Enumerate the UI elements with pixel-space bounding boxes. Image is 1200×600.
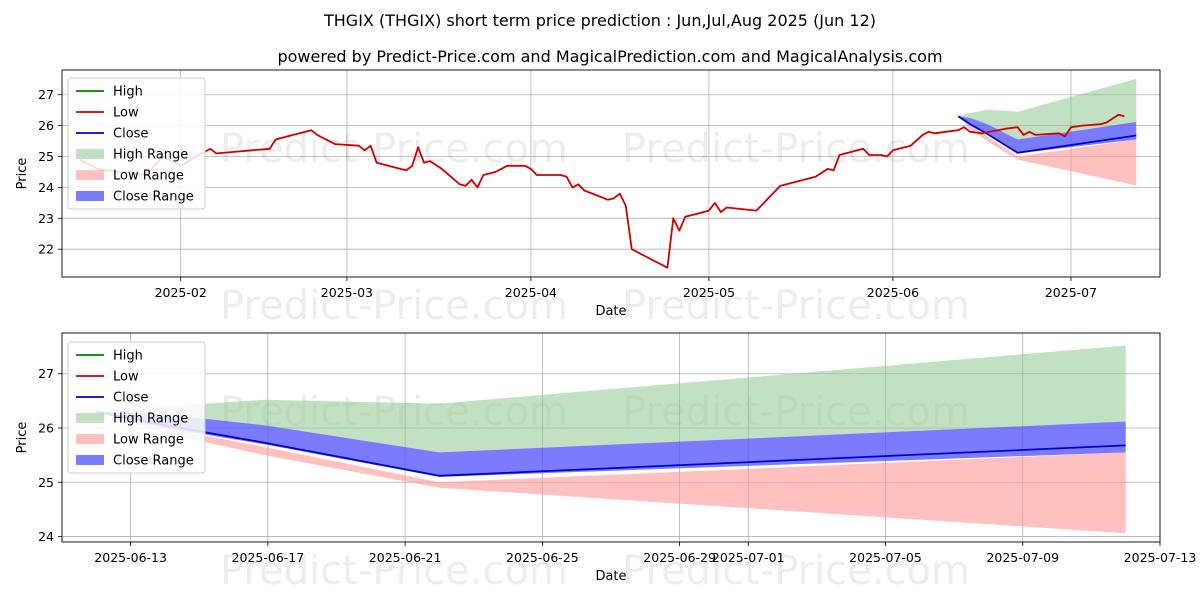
y-tick-label: 27 [38, 87, 54, 102]
x-tick-label: 2025-04 [505, 285, 557, 300]
x-tick-label: 2025-05 [683, 285, 735, 300]
legend-label: Low [113, 370, 139, 385]
x-axis-label: Date [595, 304, 626, 319]
legend-swatch-patch [76, 434, 104, 444]
close-line [957, 115, 1137, 154]
y-tick-label: 23 [38, 211, 54, 226]
y-tick-label: 27 [38, 366, 54, 381]
x-tick-label: 2025-06 [867, 285, 919, 300]
chart-subtitle: powered by Predict-Price.com and Magical… [277, 47, 942, 66]
legend-swatch-patch [76, 170, 104, 180]
y-axis-label: Price [15, 158, 30, 190]
y-tick-label: 26 [38, 118, 54, 133]
axes-frame [61, 69, 1161, 278]
legend-label: High [113, 349, 143, 364]
y-tick-label: 25 [38, 475, 54, 490]
x-tick-label: 2025-07-13 [1124, 550, 1197, 565]
low-range-band [96, 411, 1126, 534]
legend-label: Low Range [113, 169, 184, 184]
legend-label: Close [113, 391, 148, 406]
watermark-text: Predict-Price.com [622, 548, 970, 594]
x-tick-label: 2025-07 [1045, 285, 1097, 300]
plot-area [79, 78, 1137, 269]
legend-swatch-patch [76, 191, 104, 201]
forecast-panel: 2025-06-13 2025-06-17 2025-06-21 2025-06-25… [15, 332, 1197, 594]
history-panel: 2025-02 2025-03 2025-04 2025-05 2025-06 2025-… [15, 69, 1161, 329]
x-tick-label: 2025-07-09 [986, 550, 1059, 565]
legend-label: Close Range [113, 454, 194, 469]
legend-swatch-patch [76, 455, 104, 465]
legend-label: High Range [113, 148, 188, 163]
x-tick-label: 2025-06-29 [643, 550, 716, 565]
x-tick-label: 2025-07-01 [712, 550, 785, 565]
y-tick-label: 24 [38, 529, 54, 544]
legend-swatch-patch [76, 149, 104, 159]
x-tick-label: 2025-06-21 [369, 550, 442, 565]
legend-label: Close [113, 127, 148, 142]
close-range-band [96, 411, 1126, 477]
watermark-text: Predict-Price.com [220, 548, 568, 594]
watermark-text: Predict-Price.com [622, 126, 970, 172]
watermark-text: Predict-Price.com [220, 126, 568, 172]
x-tick-label: 2025-06-17 [232, 550, 305, 565]
axes-frame [61, 332, 1161, 543]
legend-label: Close Range [113, 190, 194, 205]
x-tick-label: 2025-03 [321, 285, 373, 300]
y-tick-label: 22 [38, 242, 54, 257]
x-tick-label: 2025-02 [155, 285, 207, 300]
legend-label: Low Range [113, 433, 184, 448]
legend-label: High Range [113, 412, 188, 427]
plot-area [96, 345, 1126, 534]
chart-title: THGIX (THGIX) short term price predictio… [323, 11, 876, 30]
watermark-text: Predict-Price.com [220, 283, 568, 329]
y-tick-label: 26 [38, 421, 54, 436]
x-tick-label: 2025-07-05 [849, 550, 922, 565]
y-axis-label: Price [15, 422, 30, 454]
x-tick-label: 2025-06-13 [94, 550, 167, 565]
y-tick-label: 24 [38, 180, 54, 195]
legend-swatch-patch [76, 413, 104, 423]
x-axis-label: Date [595, 569, 626, 584]
high-range-band [96, 345, 1126, 453]
legend-label: High [113, 85, 143, 100]
low-range-band [958, 116, 1137, 186]
low-history-line [79, 113, 1125, 269]
y-tick-label: 25 [38, 149, 54, 164]
legend-label: Low [113, 106, 139, 121]
x-tick-label: 2025-06-25 [506, 550, 579, 565]
watermark-text: Predict-Price.com [622, 283, 970, 329]
